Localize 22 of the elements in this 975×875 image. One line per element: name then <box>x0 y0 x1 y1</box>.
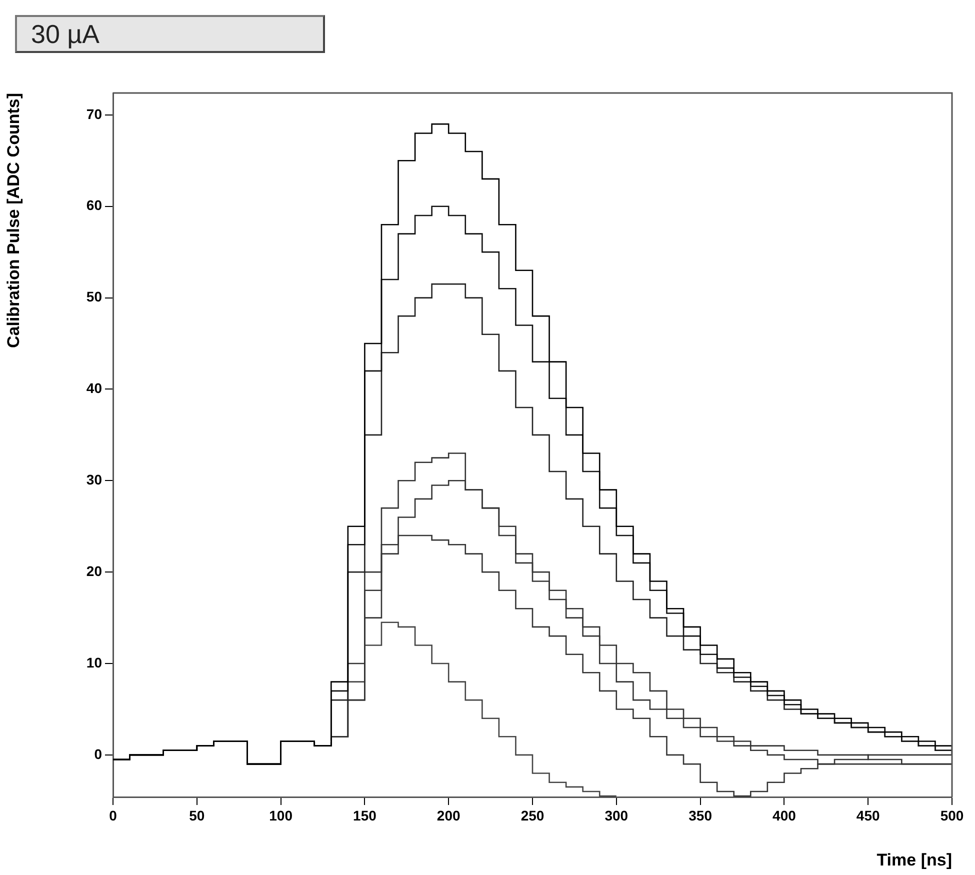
x-tick-label: 250 <box>520 807 544 824</box>
y-axis-title: Calibration Pulse [ADC Counts] <box>4 93 23 348</box>
y-tick-label: 70 <box>86 106 102 122</box>
x-tick-label: 100 <box>269 807 293 824</box>
x-tick-label: 0 <box>109 807 118 824</box>
y-tick-label: 40 <box>86 380 102 396</box>
x-tick-label: 300 <box>604 807 628 824</box>
y-tick-label: 50 <box>86 288 102 305</box>
x-tick-label: 200 <box>436 807 460 824</box>
x-tick-label: 350 <box>688 807 712 824</box>
text: 30 µA <box>15 15 325 53</box>
x-tick-label: 450 <box>856 807 880 824</box>
y-tick-label: 0 <box>94 746 102 762</box>
y-tick-label: 60 <box>86 197 102 214</box>
x-tick-label: 150 <box>353 807 377 824</box>
x-tick-label: 400 <box>772 807 796 824</box>
x-tick-label: 500 <box>940 807 964 824</box>
y-tick-label: 20 <box>86 562 102 579</box>
y-tick-label: 30 <box>86 472 102 488</box>
x-tick-label: 50 <box>189 807 205 824</box>
x-axis-title: Time [ns] <box>876 850 952 870</box>
y-tick-label: 10 <box>86 654 102 670</box>
